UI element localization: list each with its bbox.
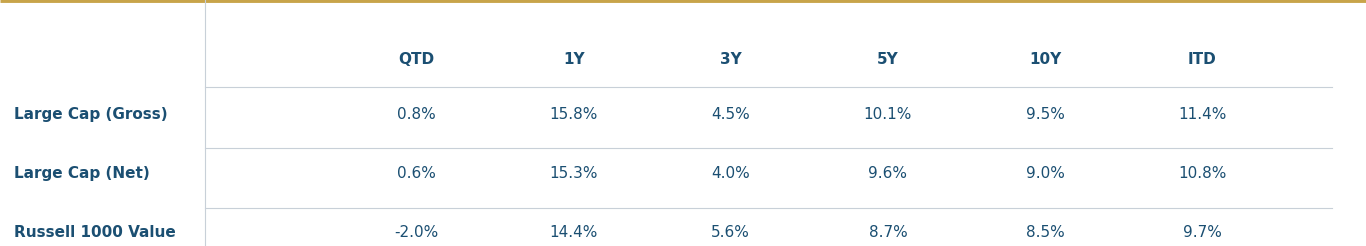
- Text: 1Y: 1Y: [563, 52, 585, 66]
- Text: 9.7%: 9.7%: [1183, 225, 1221, 240]
- Text: Large Cap (Net): Large Cap (Net): [14, 166, 149, 181]
- Text: 9.6%: 9.6%: [869, 166, 907, 181]
- Text: -2.0%: -2.0%: [395, 225, 438, 240]
- Text: 4.0%: 4.0%: [712, 166, 750, 181]
- Text: 10Y: 10Y: [1029, 52, 1061, 66]
- Text: 11.4%: 11.4%: [1177, 107, 1227, 122]
- Text: 14.4%: 14.4%: [549, 225, 598, 240]
- Text: 0.8%: 0.8%: [398, 107, 436, 122]
- Text: 15.3%: 15.3%: [549, 166, 598, 181]
- Text: 15.8%: 15.8%: [549, 107, 598, 122]
- Text: 5Y: 5Y: [877, 52, 899, 66]
- Text: 9.0%: 9.0%: [1026, 166, 1064, 181]
- Text: QTD: QTD: [399, 52, 434, 66]
- Text: 9.5%: 9.5%: [1026, 107, 1064, 122]
- Text: Large Cap (Gross): Large Cap (Gross): [14, 107, 167, 122]
- Text: 10.1%: 10.1%: [863, 107, 912, 122]
- Text: 10.8%: 10.8%: [1177, 166, 1227, 181]
- Text: 5.6%: 5.6%: [712, 225, 750, 240]
- Text: 0.6%: 0.6%: [398, 166, 436, 181]
- Text: 4.5%: 4.5%: [712, 107, 750, 122]
- Text: 3Y: 3Y: [720, 52, 742, 66]
- Text: ITD: ITD: [1187, 52, 1217, 66]
- Text: 8.7%: 8.7%: [869, 225, 907, 240]
- Text: 8.5%: 8.5%: [1026, 225, 1064, 240]
- Text: Russell 1000 Value: Russell 1000 Value: [14, 225, 175, 240]
